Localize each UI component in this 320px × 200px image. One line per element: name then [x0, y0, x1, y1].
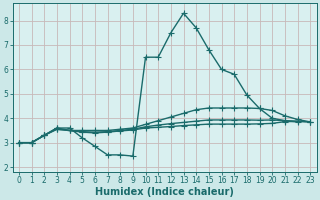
X-axis label: Humidex (Indice chaleur): Humidex (Indice chaleur) [95, 187, 234, 197]
